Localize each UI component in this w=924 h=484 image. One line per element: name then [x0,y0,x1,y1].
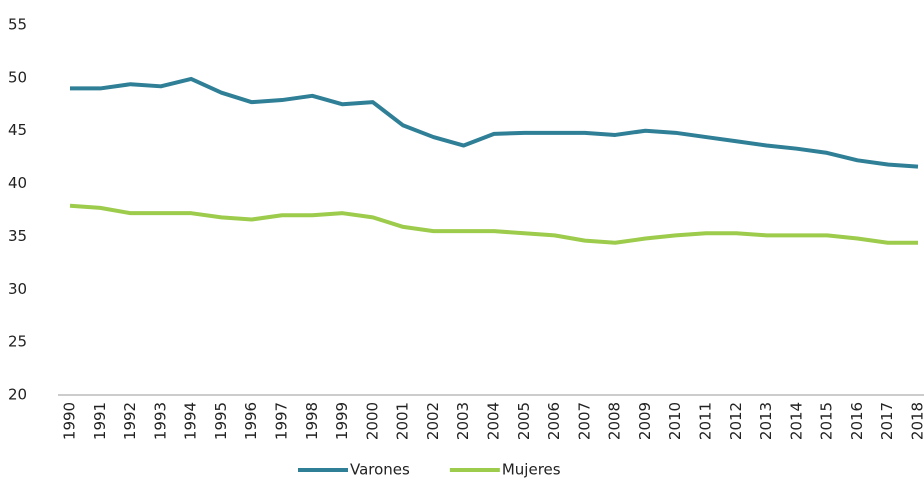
x-tick-label: 1998 [303,402,321,440]
x-tick-label: 2004 [485,402,503,440]
x-tick-label: 1997 [273,402,291,440]
x-tick-label: 2009 [636,402,654,440]
x-tick-label: 2015 [818,402,836,440]
y-tick-label: 50 [8,68,27,86]
y-tick-label: 35 [8,227,27,245]
x-tick-label: 2013 [757,402,775,440]
x-tick-label: 2003 [454,402,472,440]
x-tick-label: 2016 [848,402,866,440]
x-tick-label: 1991 [91,402,109,440]
x-tick-label: 1994 [182,402,200,440]
x-tick-label: 2000 [363,402,381,440]
x-tick-label: 2018 [909,402,924,440]
x-tick-label: 1999 [333,402,351,440]
x-tick-label: 2006 [545,402,563,440]
x-tick-label: 2008 [606,402,624,440]
y-tick-label: 55 [8,16,27,34]
y-tick-label: 30 [8,280,27,298]
x-tick-label: 1996 [242,402,260,440]
x-tick-label: 1995 [212,402,230,440]
legend-label: Varones [350,461,410,479]
y-tick-label: 40 [8,174,27,192]
x-tick-label: 2010 [666,402,684,440]
x-tick-label: 2014 [787,402,805,440]
x-tick-label: 1993 [151,402,169,440]
line-series [70,76,919,169]
x-tick-label: 1990 [61,402,79,440]
x-tick-label: 2002 [424,402,442,440]
line-series [69,203,918,245]
x-tick-label: 2017 [878,402,896,440]
x-tick-label: 2012 [727,402,745,440]
y-tick-label: 45 [8,121,27,139]
x-tick-label: 2011 [697,402,715,440]
x-tick-label: 1992 [121,402,139,440]
x-tick-label: 2001 [394,402,412,440]
x-tick-label: 2007 [575,402,593,440]
y-tick-label: 20 [8,386,27,404]
y-tick-label: 25 [8,333,27,351]
legend-label: Mujeres [502,461,561,479]
x-tick-label: 2005 [515,402,533,440]
